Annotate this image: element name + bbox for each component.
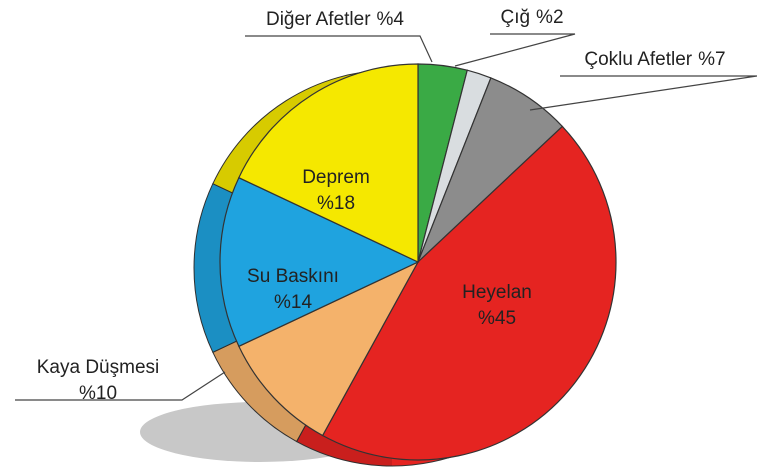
slice <box>321 125 617 461</box>
slice <box>238 260 420 437</box>
value-label: %4 <box>377 9 405 30</box>
value-label: %14 <box>274 292 312 313</box>
slice <box>219 176 420 348</box>
slice <box>238 63 419 263</box>
category-label: Diğer Afetler <box>266 9 371 30</box>
value-label: %7 <box>698 49 725 70</box>
slice-label: Çığ %2 <box>500 7 563 28</box>
slice-label: Çoklu Afetler %7 <box>584 49 725 70</box>
value-label: %18 <box>317 193 355 214</box>
value-label: %10 <box>79 383 117 404</box>
leader-line <box>245 35 433 63</box>
leader-line <box>454 33 576 67</box>
leader-line <box>15 371 226 401</box>
category-label: Su Baskını <box>247 266 339 287</box>
value-label: %45 <box>478 308 516 329</box>
category-label: Deprem <box>302 167 370 188</box>
category-label: Çoklu Afetler <box>584 49 692 70</box>
value-label: %2 <box>536 7 563 28</box>
slice-label: Diğer Afetler %4 <box>266 9 404 30</box>
category-label: Kaya Düşmesi <box>37 357 160 378</box>
category-label: Heyelan <box>462 282 532 303</box>
leader-line <box>529 75 757 111</box>
category-label: Çığ <box>500 7 530 28</box>
